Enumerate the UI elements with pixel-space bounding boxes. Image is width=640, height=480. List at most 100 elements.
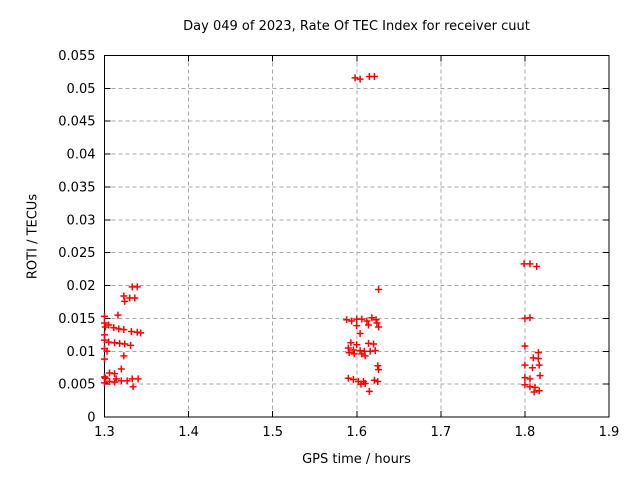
data-point-marker	[353, 322, 361, 330]
data-point-marker	[365, 321, 373, 329]
data-point-marker	[534, 349, 542, 357]
data-point-marker	[526, 314, 534, 322]
y-tick-label: 0.04	[67, 148, 96, 163]
data-point-marker	[536, 372, 544, 380]
data-point-marker	[521, 361, 529, 369]
data-point-marker	[120, 292, 128, 300]
data-point-marker	[111, 378, 119, 386]
data-point-marker	[101, 312, 108, 320]
data-point-marker	[101, 355, 108, 363]
data-point-marker	[370, 73, 378, 81]
chart-title: Day 049 of 2023, Rate Of TEC Index for r…	[183, 19, 530, 34]
data-point-marker	[101, 374, 109, 382]
y-axis-label: ROTI / TECUs	[25, 193, 41, 280]
data-point-marker	[121, 297, 129, 305]
data-point-marker	[111, 370, 119, 378]
y-tick-label: 0.005	[58, 378, 95, 393]
data-point-marker	[121, 340, 129, 348]
data-point-marker	[530, 388, 538, 396]
data-point-marker	[521, 381, 529, 389]
data-point-marker	[520, 260, 528, 268]
data-point-marker	[105, 338, 113, 346]
axes	[104, 55, 610, 418]
data-point-marker	[350, 350, 358, 358]
plot-border	[104, 55, 610, 418]
data-point-marker	[535, 361, 543, 369]
data-point-marker	[535, 387, 543, 395]
data-points	[101, 73, 544, 396]
y-tick-label: 0	[87, 411, 95, 426]
y-tick-label: 0.045	[58, 115, 95, 130]
data-point-marker	[358, 315, 366, 323]
data-point-marker	[353, 341, 361, 349]
data-point-marker	[344, 374, 352, 382]
x-tick-label: 1.6	[346, 425, 367, 440]
data-point-marker	[526, 260, 534, 268]
data-point-marker	[123, 377, 131, 385]
data-point-marker	[349, 346, 357, 354]
x-tick-label: 1.9	[599, 425, 620, 440]
data-point-marker	[343, 316, 351, 324]
data-point-marker	[101, 373, 108, 381]
data-point-marker	[129, 383, 137, 391]
x-tick-label: 1.3	[94, 425, 115, 440]
data-point-marker	[368, 314, 376, 322]
data-point-marker	[131, 294, 139, 302]
data-point-marker	[521, 342, 529, 350]
data-point-marker	[103, 347, 111, 355]
data-point-marker	[133, 283, 141, 291]
data-point-marker	[534, 355, 542, 363]
x-tick-label: 1.5	[262, 425, 283, 440]
x-tick-label: 1.7	[430, 425, 451, 440]
y-tick-label: 0.015	[58, 312, 95, 327]
y-tick-label: 0.01	[67, 345, 96, 360]
y-tick-label: 0.035	[58, 180, 95, 195]
data-point-marker	[101, 379, 108, 387]
data-point-marker	[110, 324, 118, 332]
data-point-marker	[370, 376, 378, 384]
data-point-marker	[521, 374, 529, 382]
data-point-marker	[348, 317, 356, 325]
data-point-marker	[374, 378, 382, 386]
x-tick-label: 1.4	[178, 425, 199, 440]
data-point-marker	[371, 347, 379, 355]
data-point-marker	[372, 316, 380, 324]
data-point-marker	[101, 323, 109, 331]
data-point-marker	[345, 349, 353, 357]
data-point-marker	[344, 344, 352, 352]
y-tick-label: 0.05	[67, 82, 96, 97]
data-point-marker	[128, 375, 136, 383]
data-point-marker	[347, 339, 355, 347]
data-point-marker	[361, 352, 369, 360]
data-point-marker	[374, 362, 382, 370]
data-point-marker	[373, 319, 381, 327]
data-point-marker	[137, 329, 145, 337]
tick-labels: 1.3 1.4 1.5 1.6 1.7 1.8 1.9 0 0.005 0.01 0.015 0.02…	[58, 49, 619, 440]
data-point-marker	[370, 340, 378, 348]
data-point-marker	[375, 323, 383, 331]
y-tick-label: 0.025	[58, 246, 95, 261]
data-point-marker	[375, 285, 383, 293]
data-point-marker	[531, 383, 539, 391]
data-point-marker	[101, 336, 108, 344]
data-point-marker	[134, 375, 142, 383]
data-point-marker	[363, 317, 371, 325]
x-tick-label: 1.8	[515, 425, 536, 440]
data-point-marker	[117, 377, 125, 385]
data-point-marker	[365, 387, 373, 395]
data-point-marker	[533, 262, 541, 270]
data-point-marker	[120, 326, 128, 334]
data-point-marker	[114, 311, 122, 319]
y-tick-label: 0.03	[67, 213, 96, 228]
data-point-marker	[127, 341, 135, 349]
data-point-marker	[120, 352, 128, 360]
data-point-marker	[528, 364, 536, 372]
grid-lines	[104, 55, 609, 417]
y-tick-label: 0.02	[67, 279, 96, 294]
data-point-marker	[361, 379, 369, 387]
data-point-marker	[356, 330, 364, 338]
y-tick-label: 0.055	[58, 49, 95, 64]
data-point-marker	[356, 75, 364, 83]
